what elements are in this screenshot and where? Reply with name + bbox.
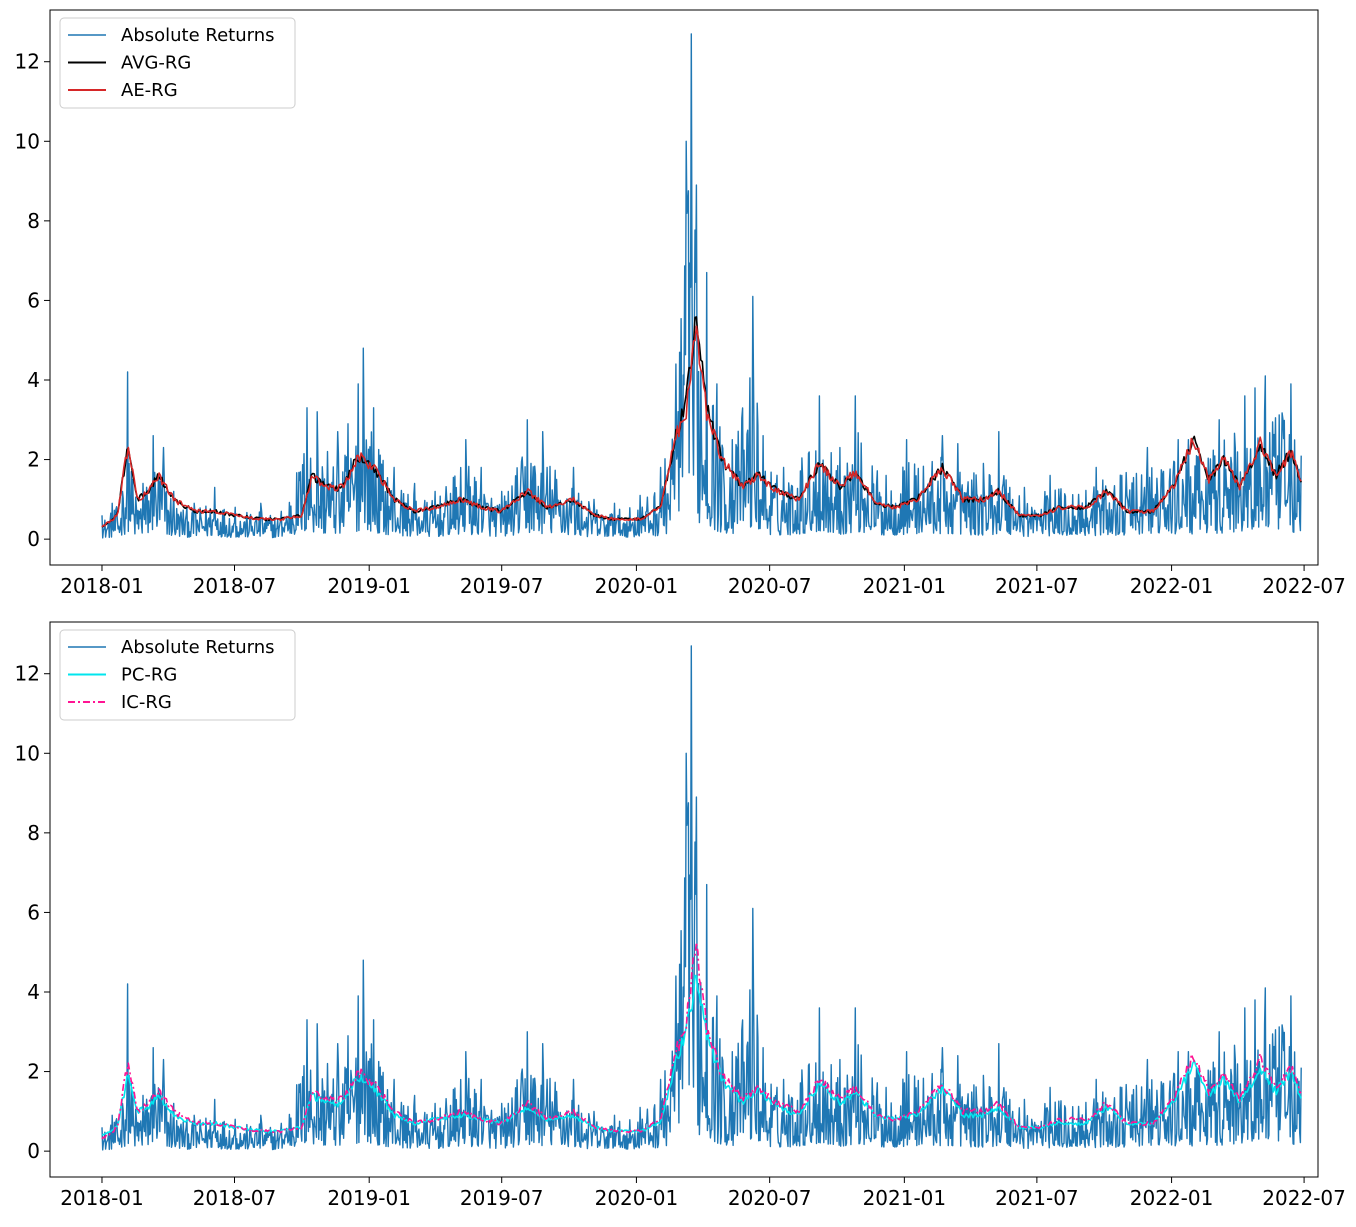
x-tick-label: 2021-01 xyxy=(863,574,947,598)
series-line-3 xyxy=(101,941,1302,1140)
y-tick-label: 10 xyxy=(15,741,40,765)
y-tick-label: 4 xyxy=(27,980,40,1004)
y-tick-label: 2 xyxy=(27,1060,40,1084)
plot-frame xyxy=(49,9,1319,566)
plot-area xyxy=(101,645,1302,1151)
y-tick-label: 6 xyxy=(27,900,40,924)
y-tick-label: 12 xyxy=(15,662,40,686)
x-tick-label: 2021-01 xyxy=(863,1186,947,1210)
x-tick-label: 2021-07 xyxy=(995,1186,1079,1210)
x-tick-label: 2019-07 xyxy=(460,1186,544,1210)
x-tick-label: 2022-07 xyxy=(1262,1186,1346,1210)
legend-label-2: AVG-RG xyxy=(121,53,191,74)
legend-label-2: PC-RG xyxy=(121,665,177,686)
x-tick-label: 2022-01 xyxy=(1130,574,1214,598)
x-tick-label: 2020-01 xyxy=(595,574,679,598)
x-tick-label: 2021-07 xyxy=(995,574,1079,598)
x-tick-label: 2020-07 xyxy=(728,1186,812,1210)
x-tick-label: 2020-07 xyxy=(728,574,812,598)
x-tick-label: 2019-01 xyxy=(327,1186,411,1210)
legend-label-3: IC-RG xyxy=(121,692,172,713)
legend: Absolute Returns PC-RG IC-RG xyxy=(59,629,296,721)
legend-box xyxy=(59,17,296,109)
y-tick-label: 8 xyxy=(27,821,40,845)
x-tick-label: 2018-01 xyxy=(60,574,144,598)
x-tick-label: 2020-01 xyxy=(595,1186,679,1210)
plot-area xyxy=(101,33,1302,539)
x-tick-label: 2019-01 xyxy=(327,574,411,598)
x-tick-label: 2018-01 xyxy=(60,1186,144,1210)
y-tick-label: 12 xyxy=(15,50,40,74)
chart-panel-1: 0 2 4 6 8 10 12 2018-01 2018-07 2019-01 2019-07 202… xyxy=(15,9,1346,598)
y-tick-label: 0 xyxy=(27,1139,40,1163)
y-tick-label: 0 xyxy=(27,527,40,551)
legend-label-1: Absolute Returns xyxy=(121,25,275,46)
legend-box xyxy=(59,629,296,721)
y-tick-label: 8 xyxy=(27,209,40,233)
legend-label-3: AE-RG xyxy=(121,80,178,101)
plot-frame xyxy=(49,621,1319,1178)
series-line-1 xyxy=(101,33,1302,539)
x-tick-label: 2018-07 xyxy=(193,1186,277,1210)
x-tick-label: 2019-07 xyxy=(460,574,544,598)
series-line-1 xyxy=(101,645,1302,1151)
chart-panel-2: 0 2 4 6 8 10 12 2018-01 2018-07 2019-01 2019-07 202… xyxy=(15,621,1346,1210)
y-tick-label: 4 xyxy=(27,368,40,392)
legend: Absolute Returns AVG-RG AE-RG xyxy=(59,17,296,109)
y-tick-label: 10 xyxy=(15,129,40,153)
legend-label-1: Absolute Returns xyxy=(121,637,275,658)
y-tick-label: 2 xyxy=(27,448,40,472)
x-tick-label: 2022-01 xyxy=(1130,1186,1214,1210)
x-tick-label: 2022-07 xyxy=(1262,574,1346,598)
series-line-3 xyxy=(101,325,1302,528)
y-tick-label: 6 xyxy=(27,288,40,312)
x-tick-label: 2018-07 xyxy=(193,574,277,598)
